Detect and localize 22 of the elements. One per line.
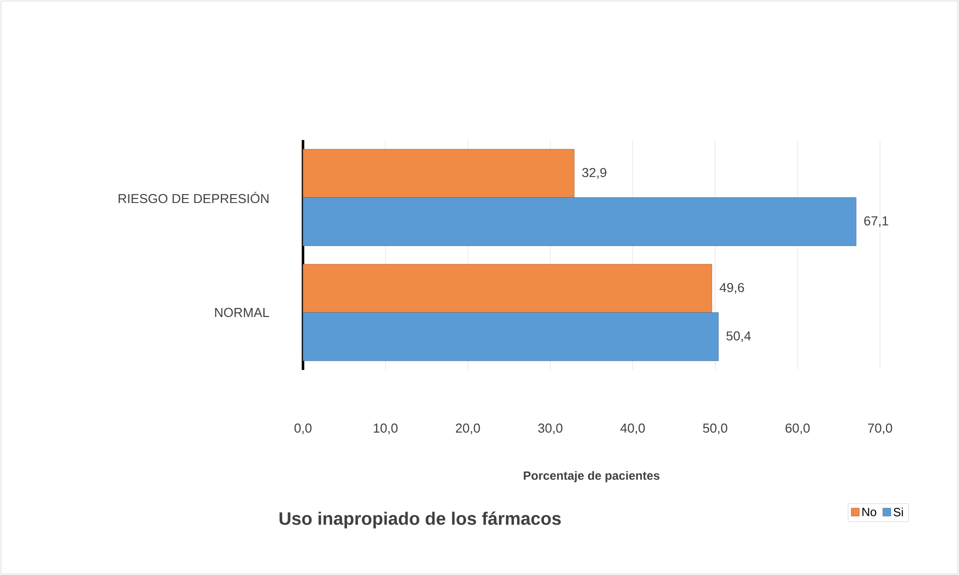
y-tick-label: RIESGO DE DEPRESIÓN bbox=[118, 192, 268, 204]
data-label: 49,6 bbox=[720, 282, 744, 294]
bar bbox=[302, 149, 574, 198]
x-tick-label: 40,0 bbox=[620, 424, 645, 434]
text: Uso inapropiado de los fármacos bbox=[280, 512, 561, 528]
y-tick-label: NORMAL bbox=[215, 308, 270, 318]
x-tick-label: 30,0 bbox=[538, 424, 562, 434]
x-tick-label: 60,0 bbox=[786, 424, 810, 434]
data-label: 50,4 bbox=[726, 331, 751, 342]
data-label: 67,1 bbox=[864, 216, 888, 227]
bar bbox=[302, 197, 856, 246]
bar bbox=[302, 264, 712, 313]
legend-label: Si bbox=[894, 508, 903, 516]
bar bbox=[302, 312, 719, 361]
legend-label: No bbox=[862, 508, 876, 516]
x-tick-label: 20,0 bbox=[456, 424, 480, 434]
data-label: 32,9 bbox=[582, 168, 606, 179]
x-tick-label: 50,0 bbox=[703, 424, 728, 434]
x-tick-label: 0,0 bbox=[294, 424, 312, 434]
x-tick-label: 70,0 bbox=[868, 424, 892, 434]
x-tick-label: 10,0 bbox=[374, 424, 398, 434]
x-axis-title: Porcentaje de pacientes bbox=[524, 471, 660, 482]
